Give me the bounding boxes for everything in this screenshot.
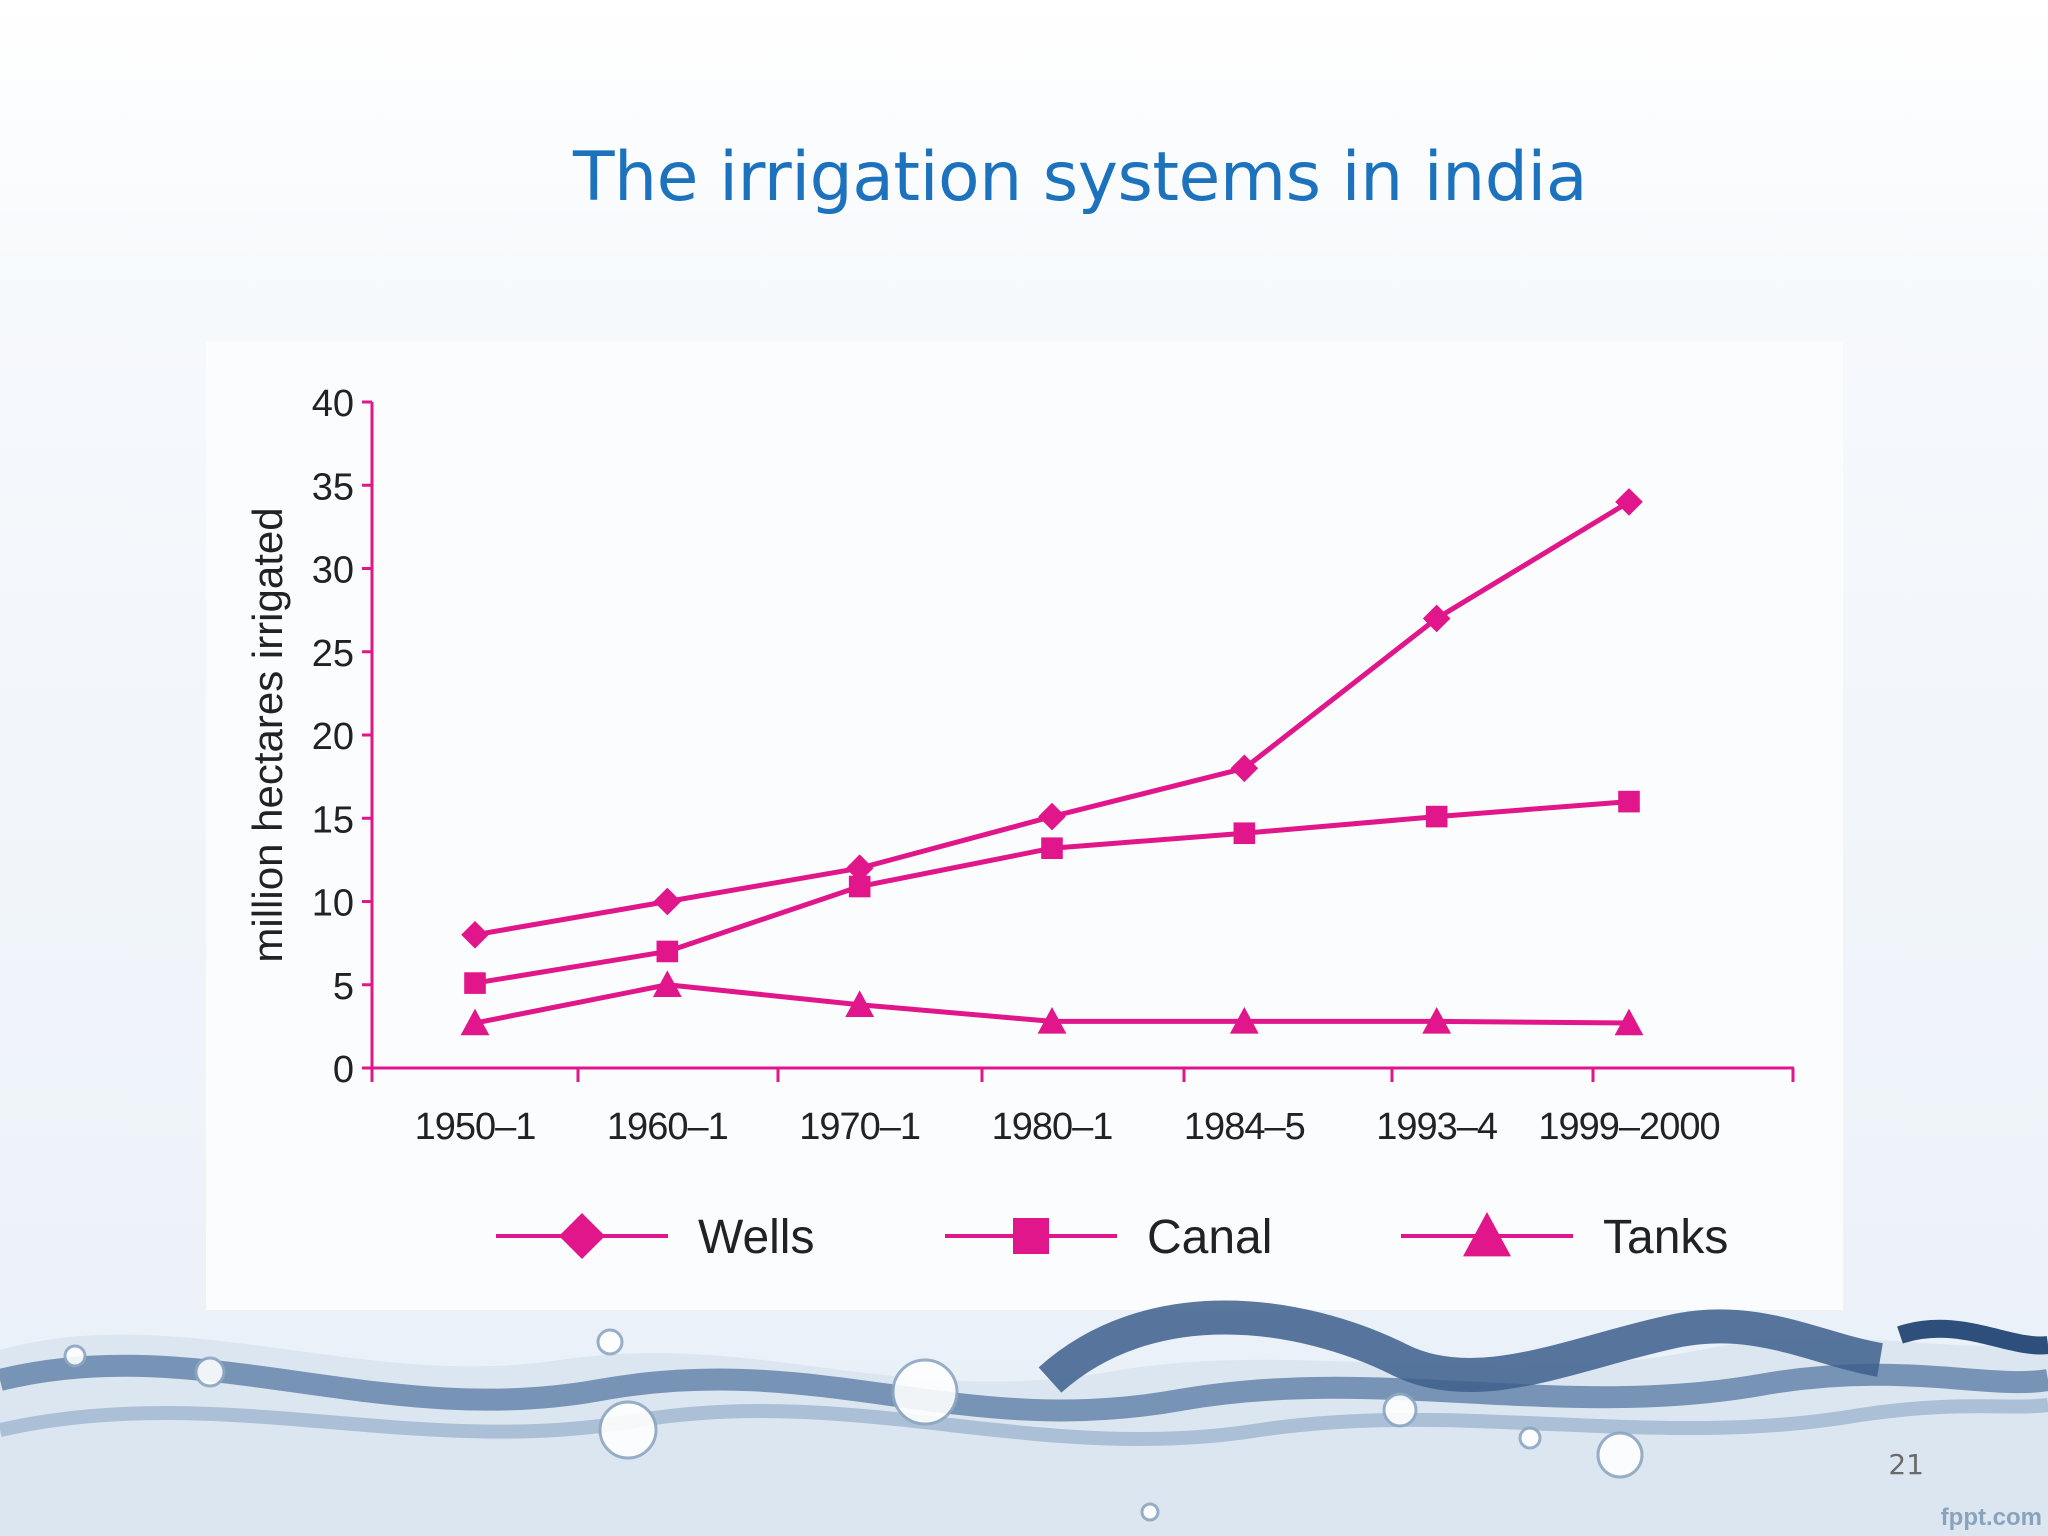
y-tick-label: 30 <box>312 550 354 592</box>
data-point-tanks <box>652 970 682 997</box>
y-tick-label: 25 <box>312 633 354 675</box>
y-tick-label: 35 <box>312 466 354 508</box>
series-line-wells <box>474 499 1631 938</box>
data-point-wells <box>1230 754 1259 783</box>
y-tick-label: 20 <box>312 716 354 758</box>
data-point-tanks <box>1422 1006 1452 1034</box>
y-tick-label: 15 <box>312 799 354 841</box>
legend-marker-tanks <box>1463 1212 1511 1257</box>
watermark: fppt.com <box>1940 1504 2042 1531</box>
slide-title: The irrigation systems in india <box>573 138 1588 217</box>
data-point-canal <box>848 875 871 898</box>
y-tick-label: 40 <box>312 383 354 425</box>
data-point-tanks <box>1037 1006 1067 1034</box>
data-point-tanks <box>460 1008 490 1036</box>
data-point-wells <box>845 854 874 882</box>
y-tick-label: 5 <box>333 966 354 1008</box>
legend-marker-canal <box>1013 1218 1049 1254</box>
y-tick-label: 10 <box>312 883 354 925</box>
data-point-tanks <box>1229 1006 1259 1034</box>
x-tick-label: 1999–2000 <box>1538 1106 1719 1148</box>
data-point-tanks <box>845 990 875 1017</box>
legend-label-wells: Wells <box>698 1211 814 1264</box>
data-point-wells <box>1615 488 1643 516</box>
y-axis-title: million hectares irrigated <box>244 507 291 962</box>
x-tick-label: 1980–1 <box>992 1106 1113 1148</box>
legend-label-canal: Canal <box>1147 1211 1272 1264</box>
x-tick-label: 1960–1 <box>607 1106 728 1148</box>
x-tick-label: 1970–1 <box>799 1106 920 1148</box>
data-point-tanks <box>1614 1008 1644 1036</box>
x-tick-label: 1950–1 <box>415 1106 536 1148</box>
data-point-wells <box>1038 802 1066 831</box>
water-wave-decoration <box>0 1300 2048 1536</box>
data-point-wells <box>461 921 489 949</box>
data-point-wells <box>653 887 682 916</box>
data-point-canal <box>656 940 679 963</box>
y-tick-label: 0 <box>333 1049 354 1091</box>
legend-marker-wells <box>559 1213 605 1259</box>
legend-label-tanks: Tanks <box>1603 1211 1728 1264</box>
data-point-wells <box>1422 604 1451 633</box>
data-point-canal <box>1041 837 1063 860</box>
x-tick-label: 1984–5 <box>1184 1106 1305 1148</box>
data-point-canal <box>1618 790 1640 813</box>
page-number: 21 <box>1888 1448 1924 1481</box>
data-point-canal <box>1233 822 1256 845</box>
data-point-canal <box>1425 805 1448 828</box>
chart-panel: 0 5 10 15 20 25 30 35 40 1950–1 1960–1 1970–1 1980–1… <box>206 342 1843 1310</box>
line-chart: 0 5 10 15 20 25 30 35 40 1950–1 1960–1 1970–1 1980–1… <box>244 383 1795 1264</box>
x-tick-label: 1993–4 <box>1376 1106 1498 1148</box>
data-point-canal <box>464 972 486 994</box>
